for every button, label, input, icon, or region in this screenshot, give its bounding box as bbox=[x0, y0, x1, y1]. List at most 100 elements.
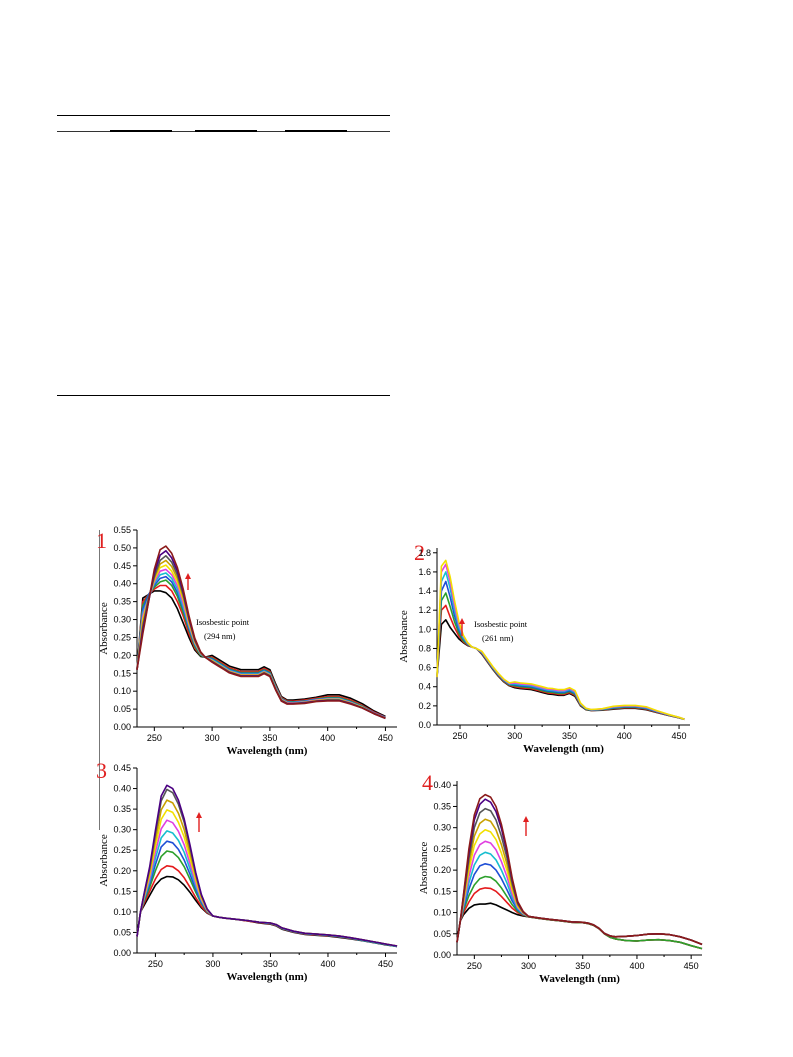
x-tick-label: 450 bbox=[378, 959, 393, 969]
spectrum-line-4 bbox=[136, 575, 386, 719]
spectrum-line-5 bbox=[456, 851, 703, 946]
y-tick-label: 0.40 bbox=[113, 784, 131, 794]
spectrum-line-3 bbox=[136, 850, 398, 948]
table-header-segment bbox=[195, 130, 257, 132]
y-tick-label: 0.45 bbox=[113, 561, 131, 571]
y-tick-label: 0.05 bbox=[113, 704, 131, 714]
increase-arrow-head bbox=[459, 618, 465, 624]
spectrum-line-1 bbox=[136, 590, 386, 718]
y-tick-label: 0.10 bbox=[433, 908, 451, 918]
table-header-segment bbox=[285, 130, 347, 132]
y-tick-label: 0.0 bbox=[418, 720, 431, 730]
y-tick-label: 0.15 bbox=[113, 668, 131, 678]
y-tick-label: 0.10 bbox=[113, 686, 131, 696]
y-tick-label: 0.6 bbox=[418, 663, 431, 673]
spectrum-line-2 bbox=[136, 584, 386, 718]
y-tick-label: 1.0 bbox=[418, 624, 431, 634]
x-tick-label: 350 bbox=[263, 959, 278, 969]
chart-panel-2: 2 250 300 350 400 450 0.0 0.2 0.4 0.6 0.8 1.0 1.2 1.4… bbox=[398, 540, 690, 755]
y-tick-label: 0.30 bbox=[433, 823, 451, 833]
y-tick-label: 0.4 bbox=[418, 682, 431, 692]
panel-number: 1 bbox=[96, 528, 107, 553]
y-tick-label: 0.30 bbox=[113, 615, 131, 625]
y-tick-label: 0.15 bbox=[433, 886, 451, 896]
spectrum-line-3 bbox=[436, 592, 685, 721]
y-tick-label: 0.00 bbox=[113, 948, 131, 958]
increase-arrow-head bbox=[185, 573, 191, 579]
spectrum-line-9 bbox=[456, 807, 703, 946]
y-tick-label: 0.20 bbox=[113, 650, 131, 660]
isosbestic-annotation-line: (261 nm) bbox=[482, 633, 514, 643]
y-tick-label: 0.15 bbox=[113, 886, 131, 896]
y-tick-label: 1.6 bbox=[418, 567, 431, 577]
y-tick-label: 0.55 bbox=[113, 525, 131, 535]
spectrum-line-10 bbox=[136, 784, 398, 947]
y-tick-label: 1.2 bbox=[418, 605, 431, 615]
spectrum-line-11 bbox=[136, 545, 386, 720]
y-axis-label: Absorbance bbox=[98, 834, 110, 887]
x-tick-label: 400 bbox=[320, 959, 335, 969]
isosbestic-annotation-line: Isosbestic point bbox=[474, 619, 528, 629]
increase-arrow-head bbox=[523, 816, 529, 822]
increase-arrow-head bbox=[196, 812, 202, 818]
spectrum-line-5 bbox=[436, 571, 685, 721]
x-tick-label: 400 bbox=[617, 731, 632, 741]
vertical-margin-rule bbox=[99, 530, 100, 830]
y-tick-label: 0.30 bbox=[113, 825, 131, 835]
spectrum-line-1 bbox=[136, 875, 398, 948]
x-tick-label: 250 bbox=[467, 961, 482, 971]
y-tick-label: 0.40 bbox=[113, 579, 131, 589]
y-tick-label: 0.05 bbox=[113, 927, 131, 937]
spectrum-line-11 bbox=[456, 793, 703, 946]
y-tick-label: 1.4 bbox=[418, 586, 431, 596]
chart-panel-3: 3 250 300 350 400 450 0.00 0.05 0.10 0.15 0.20 0.25… bbox=[96, 758, 398, 983]
y-tick-label: 0.50 bbox=[113, 543, 131, 553]
y-tick-label: 0.8 bbox=[418, 643, 431, 653]
isosbestic-annotation-line: (294 nm) bbox=[204, 631, 236, 641]
x-tick-label: 350 bbox=[262, 733, 277, 743]
x-tick-label: 350 bbox=[562, 731, 577, 741]
y-axis-label: Absorbance bbox=[98, 602, 110, 655]
y-tick-label: 0.40 bbox=[433, 780, 451, 790]
y-tick-label: 0.35 bbox=[433, 801, 451, 811]
y-tick-label: 0.45 bbox=[113, 763, 131, 773]
spectrum-line-1 bbox=[456, 902, 703, 950]
x-tick-label: 300 bbox=[521, 961, 536, 971]
table-top-rule bbox=[57, 115, 390, 116]
isosbestic-annotation-line: Isosbestic point bbox=[196, 617, 250, 627]
x-axis-label: Wavelength (nm) bbox=[227, 971, 308, 983]
panel-number: 4 bbox=[422, 770, 433, 795]
y-tick-label: 0.25 bbox=[113, 845, 131, 855]
x-tick-label: 450 bbox=[378, 733, 393, 743]
x-tick-label: 400 bbox=[629, 961, 644, 971]
chart-panel-1: 1 250 300 350 400 450 0.00 0.05 0.10 0.15 0.20 0.25… bbox=[96, 525, 397, 757]
y-tick-label: 0.25 bbox=[113, 632, 131, 642]
x-axis-label: Wavelength (nm) bbox=[227, 745, 308, 757]
y-tick-label: 1.8 bbox=[418, 548, 431, 558]
y-tick-label: 0.10 bbox=[113, 907, 131, 917]
x-tick-label: 350 bbox=[575, 961, 590, 971]
spectrum-line-7 bbox=[436, 559, 685, 721]
table-bottom-rule bbox=[57, 395, 390, 396]
spectrum-line-4 bbox=[136, 840, 398, 948]
table-header-segment bbox=[110, 130, 172, 132]
x-tick-label: 300 bbox=[205, 733, 220, 743]
y-tick-label: 0.20 bbox=[433, 865, 451, 875]
spectrum-line-4 bbox=[436, 580, 685, 721]
chart-panel-4: 4 250 300 350 400 450 0.00 0.05 0.10 0.15 0.20 0.25… bbox=[418, 770, 703, 985]
y-tick-label: 0.25 bbox=[433, 844, 451, 854]
panel-number: 3 bbox=[96, 758, 107, 783]
y-tick-label: 0.35 bbox=[113, 597, 131, 607]
y-axis-label: Absorbance bbox=[418, 842, 430, 895]
y-axis-label: Absorbance bbox=[398, 610, 410, 663]
x-tick-label: 300 bbox=[205, 959, 220, 969]
y-tick-label: 0.00 bbox=[433, 950, 451, 960]
x-tick-label: 250 bbox=[148, 959, 163, 969]
x-tick-label: 300 bbox=[507, 731, 522, 741]
x-tick-label: 450 bbox=[684, 961, 699, 971]
spectrum-line-6 bbox=[136, 819, 398, 947]
y-tick-label: 0.05 bbox=[433, 929, 451, 939]
spectrum-line-3 bbox=[456, 875, 703, 950]
y-tick-label: 0.35 bbox=[113, 804, 131, 814]
